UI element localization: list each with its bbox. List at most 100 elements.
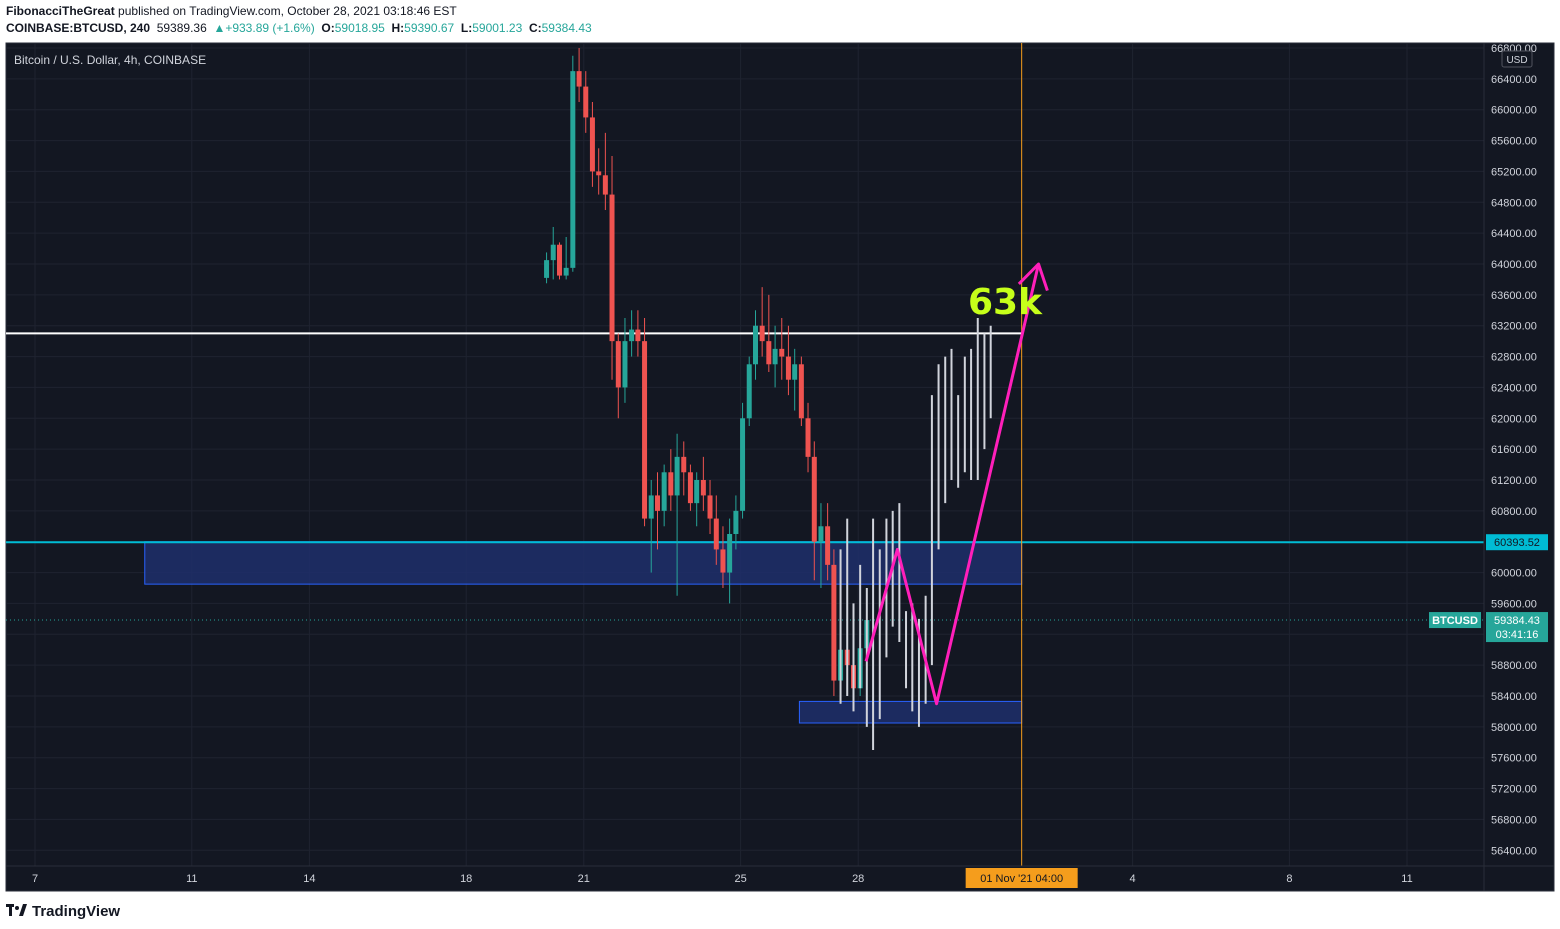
candle-body bbox=[609, 194, 615, 342]
annotation-63k: 63k bbox=[968, 282, 1043, 323]
candle-body bbox=[785, 356, 791, 380]
candle-body bbox=[629, 329, 635, 342]
candle-body bbox=[596, 171, 602, 176]
x-tick-label: 11 bbox=[186, 873, 197, 885]
annotations: 63k bbox=[968, 282, 1043, 323]
high-value: 59390.67 bbox=[404, 21, 455, 35]
y-tick-label: 61600.00 bbox=[1491, 444, 1537, 456]
candle-body bbox=[825, 526, 831, 565]
candle-body bbox=[713, 518, 719, 550]
candle-body bbox=[622, 341, 628, 388]
published-text: published on TradingView.com, October 28… bbox=[118, 4, 457, 18]
level-price-badge bbox=[1486, 534, 1548, 551]
candle-body bbox=[661, 472, 667, 511]
symbol-label: COINBASE:BTCUSD, 240 bbox=[6, 21, 151, 35]
candle-body bbox=[759, 325, 765, 342]
zones bbox=[144, 541, 1023, 724]
candle-body bbox=[642, 341, 648, 519]
y-tick-label: 59600.00 bbox=[1491, 598, 1537, 610]
candle-body bbox=[687, 472, 693, 504]
tradingview-logo-icon bbox=[6, 904, 27, 916]
candle-body bbox=[668, 472, 674, 496]
candle-body bbox=[602, 175, 608, 195]
chart-header: FibonacciTheGreat published on TradingVi… bbox=[6, 3, 1556, 41]
candle-body bbox=[746, 364, 752, 419]
candle-body bbox=[811, 456, 817, 542]
x-tick-label: 7 bbox=[32, 873, 38, 885]
y-tick-label: 56800.00 bbox=[1491, 814, 1537, 826]
candle-body bbox=[792, 364, 798, 380]
level-price-label: 60393.52 bbox=[1494, 537, 1540, 549]
candle-body bbox=[707, 495, 713, 519]
candle-body bbox=[654, 495, 660, 511]
candle-body bbox=[563, 267, 569, 276]
candle-body bbox=[740, 418, 746, 511]
close-value: 59384.43 bbox=[541, 21, 592, 35]
candle-body bbox=[674, 456, 680, 496]
symbol-badge bbox=[1429, 612, 1481, 629]
candle-body bbox=[583, 86, 589, 118]
candle-body bbox=[700, 480, 706, 496]
y-tick-label: 64000.00 bbox=[1491, 259, 1537, 271]
last-price-label: 59384.43 bbox=[1494, 615, 1540, 627]
y-tick-label: 63200.00 bbox=[1491, 321, 1537, 333]
currency-badge[interactable] bbox=[1501, 50, 1533, 68]
last-price: 59389.36 bbox=[156, 21, 207, 35]
footer: TradingView bbox=[6, 900, 120, 922]
candle-body bbox=[798, 364, 804, 419]
candle-body bbox=[648, 495, 654, 519]
symbol-badge-label: BTCUSD bbox=[1432, 615, 1478, 627]
y-tick-label: 60800.00 bbox=[1491, 506, 1537, 518]
x-tick-label: 4 bbox=[1130, 873, 1136, 885]
projection-arrow-head bbox=[1017, 262, 1049, 292]
currency-label: USD bbox=[1506, 55, 1527, 66]
candle-body bbox=[818, 526, 824, 542]
y-tick-label: 65200.00 bbox=[1491, 166, 1537, 178]
candle-body bbox=[727, 534, 733, 573]
candle-body bbox=[779, 348, 785, 357]
y-tick-label: 56400.00 bbox=[1491, 845, 1537, 857]
high-label: H: bbox=[391, 21, 405, 35]
candle-body bbox=[576, 71, 582, 87]
countdown-label: 03:41:16 bbox=[1496, 629, 1539, 641]
y-tick-label: 62400.00 bbox=[1491, 382, 1537, 394]
y-tick-label: 58400.00 bbox=[1491, 691, 1537, 703]
candle-body bbox=[752, 325, 758, 365]
support-zone bbox=[144, 541, 1023, 585]
x-tick-label: 18 bbox=[460, 873, 472, 885]
x-tick-label: 21 bbox=[578, 873, 590, 885]
candle-body bbox=[589, 117, 595, 172]
time-axis[interactable]: 7 11 14 18 21 25 28 4 8 11 01 Nov '21 04:00 bbox=[32, 868, 1413, 888]
y-tick-label: 62000.00 bbox=[1491, 413, 1537, 425]
candle-body bbox=[772, 348, 778, 365]
projection-arrow bbox=[864, 262, 1049, 706]
candle-body bbox=[766, 341, 772, 365]
y-tick-label: 63600.00 bbox=[1491, 290, 1537, 302]
y-tick-label: 65600.00 bbox=[1491, 136, 1537, 148]
candle-body bbox=[556, 244, 562, 276]
ohlc-line: COINBASE:BTCUSD, 240 59389.36 ▲+933.89 (… bbox=[6, 20, 1556, 37]
candle-body bbox=[694, 480, 700, 504]
y-tick-label: 60000.00 bbox=[1491, 568, 1537, 580]
time-marker-badge bbox=[965, 868, 1078, 888]
y-tick-label: 66400.00 bbox=[1491, 74, 1537, 86]
x-tick-label: 14 bbox=[303, 873, 315, 885]
candle-body bbox=[635, 329, 641, 342]
x-tick-label: 25 bbox=[734, 873, 746, 885]
low-label: L: bbox=[460, 21, 473, 35]
y-tick-label: 62800.00 bbox=[1491, 352, 1537, 364]
author-name[interactable]: FibonacciTheGreat bbox=[6, 4, 115, 18]
last-price-badge bbox=[1486, 612, 1548, 643]
candle-body bbox=[805, 418, 811, 457]
price-change: +933.89 (+1.6%) bbox=[225, 21, 315, 35]
candle-body bbox=[570, 71, 576, 268]
chart-title: Bitcoin / U.S. Dollar, 4h, COINBASE bbox=[14, 53, 206, 67]
up-triangle-icon: ▲ bbox=[213, 21, 226, 35]
x-tick-label: 28 bbox=[852, 873, 864, 885]
candle-body bbox=[550, 244, 556, 261]
grid bbox=[6, 43, 1484, 866]
tradingview-brand[interactable]: TradingView bbox=[32, 902, 121, 920]
candles bbox=[544, 48, 870, 704]
candle-body bbox=[544, 260, 550, 278]
